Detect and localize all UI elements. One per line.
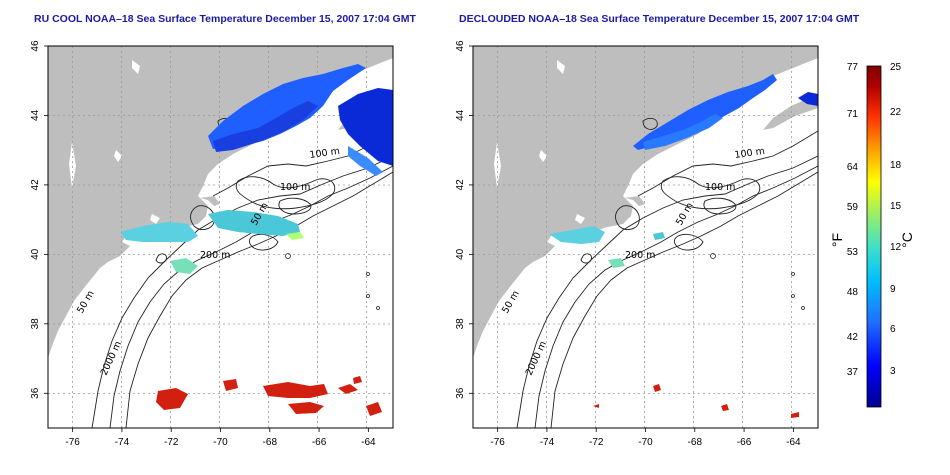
fahrenheit-tick-label: 71 — [847, 109, 859, 120]
contour-label: 200 m — [625, 250, 655, 261]
y-tick-label: 38 — [455, 318, 466, 330]
celsius-unit: °C — [899, 232, 915, 248]
x-tick-label: -68 — [263, 437, 278, 448]
contour-label: 200 m — [200, 250, 230, 261]
fahrenheit-tick-label: 42 — [847, 332, 859, 343]
x-tick-label: -72 — [164, 437, 179, 448]
y-tick-label: 44 — [455, 109, 466, 121]
y-tick-label: 38 — [30, 318, 41, 330]
contour-label: 100 m — [705, 182, 735, 193]
y-tick-label: 36 — [30, 387, 41, 399]
y-tick-label: 42 — [30, 179, 41, 191]
x-tick-label: -74 — [540, 437, 555, 448]
colorbar: 77 71 64 59 53 48 42 37 25 22 18 15 12 9 6 3 °F °C — [829, 62, 915, 408]
axes-raw: -76 -74 -72 -70 -68 -66 -64 36 38 40 42 44 46 — [30, 40, 376, 448]
x-tick-label: -66 — [737, 437, 752, 448]
x-tick-label: -70 — [213, 437, 228, 448]
celsius-tick-label: 9 — [890, 284, 896, 295]
x-tick-label: -64 — [786, 437, 801, 448]
colorbar-ticks: 77 71 64 59 53 48 42 37 25 22 18 15 12 9 6 3 — [847, 62, 902, 378]
celsius-tick-label: 12 — [890, 242, 902, 253]
x-tick-label: -72 — [589, 437, 604, 448]
panel-raw: RU COOL NOAA–18 Sea Surface Temperature … — [30, 13, 416, 448]
fahrenheit-tick-label: 77 — [847, 62, 859, 73]
y-tick-label: 46 — [455, 40, 466, 52]
celsius-tick-label: 18 — [890, 160, 902, 171]
y-tick-label: 46 — [30, 40, 41, 52]
x-tick-label: -76 — [490, 437, 505, 448]
contour-label: 100 m — [280, 182, 310, 193]
celsius-tick-label: 25 — [890, 62, 902, 73]
fahrenheit-unit: °F — [829, 233, 845, 247]
colorbar-ramp — [866, 65, 882, 408]
celsius-tick-label: 22 — [890, 107, 902, 118]
y-tick-label: 42 — [455, 179, 466, 191]
x-tick-label: -68 — [688, 437, 703, 448]
contour-label: 100 m — [734, 146, 766, 161]
y-tick-label: 44 — [30, 109, 41, 121]
y-tick-label: 36 — [455, 387, 466, 399]
celsius-tick-label: 15 — [890, 201, 902, 212]
axes-declouded: -76 -74 -72 -70 -68 -66 -64 36 38 40 42 44 46 — [455, 40, 801, 448]
panel-declouded: DECLOUDED NOAA–18 Sea Surface Temperatur… — [455, 13, 860, 448]
fahrenheit-tick-label: 64 — [847, 162, 859, 173]
fahrenheit-tick-label: 48 — [847, 287, 859, 298]
x-tick-label: -64 — [361, 437, 376, 448]
x-tick-label: -70 — [638, 437, 653, 448]
x-tick-label: -76 — [65, 437, 80, 448]
celsius-tick-label: 6 — [890, 324, 896, 335]
panel-title-raw: RU COOL NOAA–18 Sea Surface Temperature … — [34, 13, 416, 25]
fahrenheit-tick-label: 53 — [847, 247, 859, 258]
contour-label: 100 m — [309, 146, 341, 161]
y-tick-label: 40 — [455, 248, 466, 260]
panel-title-declouded: DECLOUDED NOAA–18 Sea Surface Temperatur… — [459, 13, 860, 25]
y-tick-label: 40 — [30, 248, 41, 260]
celsius-tick-label: 3 — [890, 366, 896, 377]
x-tick-label: -66 — [312, 437, 327, 448]
fahrenheit-tick-label: 59 — [847, 202, 859, 213]
x-tick-label: -74 — [115, 437, 130, 448]
fahrenheit-tick-label: 37 — [847, 367, 859, 378]
